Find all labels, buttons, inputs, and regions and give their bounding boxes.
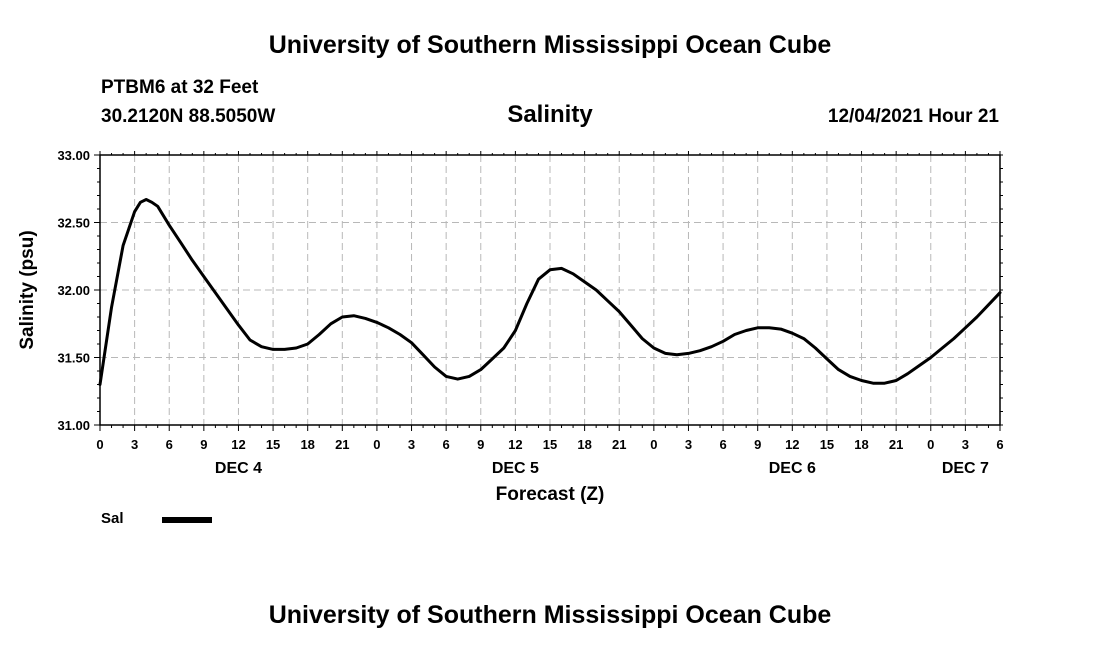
x-tick-label: 18 [300, 437, 314, 452]
y-tick-label: 31.00 [57, 418, 90, 433]
forecast-datetime: 12/04/2021 Hour 21 [827, 106, 999, 127]
x-tick-label: 3 [962, 437, 969, 452]
x-tick-label: 9 [754, 437, 761, 452]
x-tick-label: 9 [200, 437, 207, 452]
y-axis-title: Salinity (psu) [17, 230, 38, 349]
x-day-label: DEC 5 [492, 460, 539, 477]
x-tick-label: 21 [335, 437, 349, 452]
series-line-sal [98, 198, 1002, 386]
axes-layer [94, 151, 1003, 431]
x-tick-label: 9 [477, 437, 484, 452]
x-tick-label: 0 [373, 437, 380, 452]
x-day-label: DEC 4 [215, 460, 262, 477]
x-tick-label: 12 [785, 437, 799, 452]
y-tick-label: 31.50 [57, 351, 90, 366]
grid-layer [100, 155, 1000, 425]
x-tick-label: 0 [650, 437, 657, 452]
x-tick-label: 6 [443, 437, 450, 452]
chart-title-top: University of Southern Mississippi Ocean… [268, 31, 832, 59]
x-tick-label: 3 [131, 437, 138, 452]
x-tick-label: 12 [508, 437, 522, 452]
chart-title-bottom: University of Southern Mississippi Ocean… [268, 601, 832, 629]
x-tick-label: 12 [231, 437, 245, 452]
x-tick-label: 3 [685, 437, 692, 452]
x-tick-label: 21 [889, 437, 903, 452]
labels-layer: 0 3 6 9 12 15 18 21 0 3 6 9 12 15 18 21 0 3 6 9 12 15 18 21 0 3 6 3… [57, 148, 1003, 477]
legend-line-swatch [162, 517, 212, 523]
x-tick-label: 18 [577, 437, 591, 452]
y-tick-label: 32.00 [57, 283, 90, 298]
x-tick-label: 0 [96, 437, 103, 452]
x-day-label: DEC 7 [942, 460, 989, 477]
x-tick-label: 6 [996, 437, 1003, 452]
x-tick-label: 15 [820, 437, 834, 452]
x-tick-label: 3 [408, 437, 415, 452]
x-tick-label: 0 [927, 437, 934, 452]
x-tick-label: 15 [543, 437, 557, 452]
x-tick-label: 15 [266, 437, 280, 452]
plot-frame [99, 154, 1001, 426]
x-tick-label: 18 [854, 437, 868, 452]
legend-label: Sal [101, 510, 124, 527]
x-tick-label: 21 [612, 437, 626, 452]
x-tick-label: 6 [166, 437, 173, 452]
x-tick-label: 6 [719, 437, 726, 452]
x-axis-title: Forecast (Z) [496, 484, 605, 505]
chart-subtitle: Salinity [507, 101, 593, 128]
y-tick-label: 33.00 [57, 148, 90, 163]
x-day-label: DEC 6 [769, 460, 816, 477]
station-coordinates: 30.2120N 88.5050W [101, 106, 276, 127]
y-tick-label: 32.50 [57, 216, 90, 231]
station-label: PTBM6 at 32 Feet [101, 77, 259, 98]
